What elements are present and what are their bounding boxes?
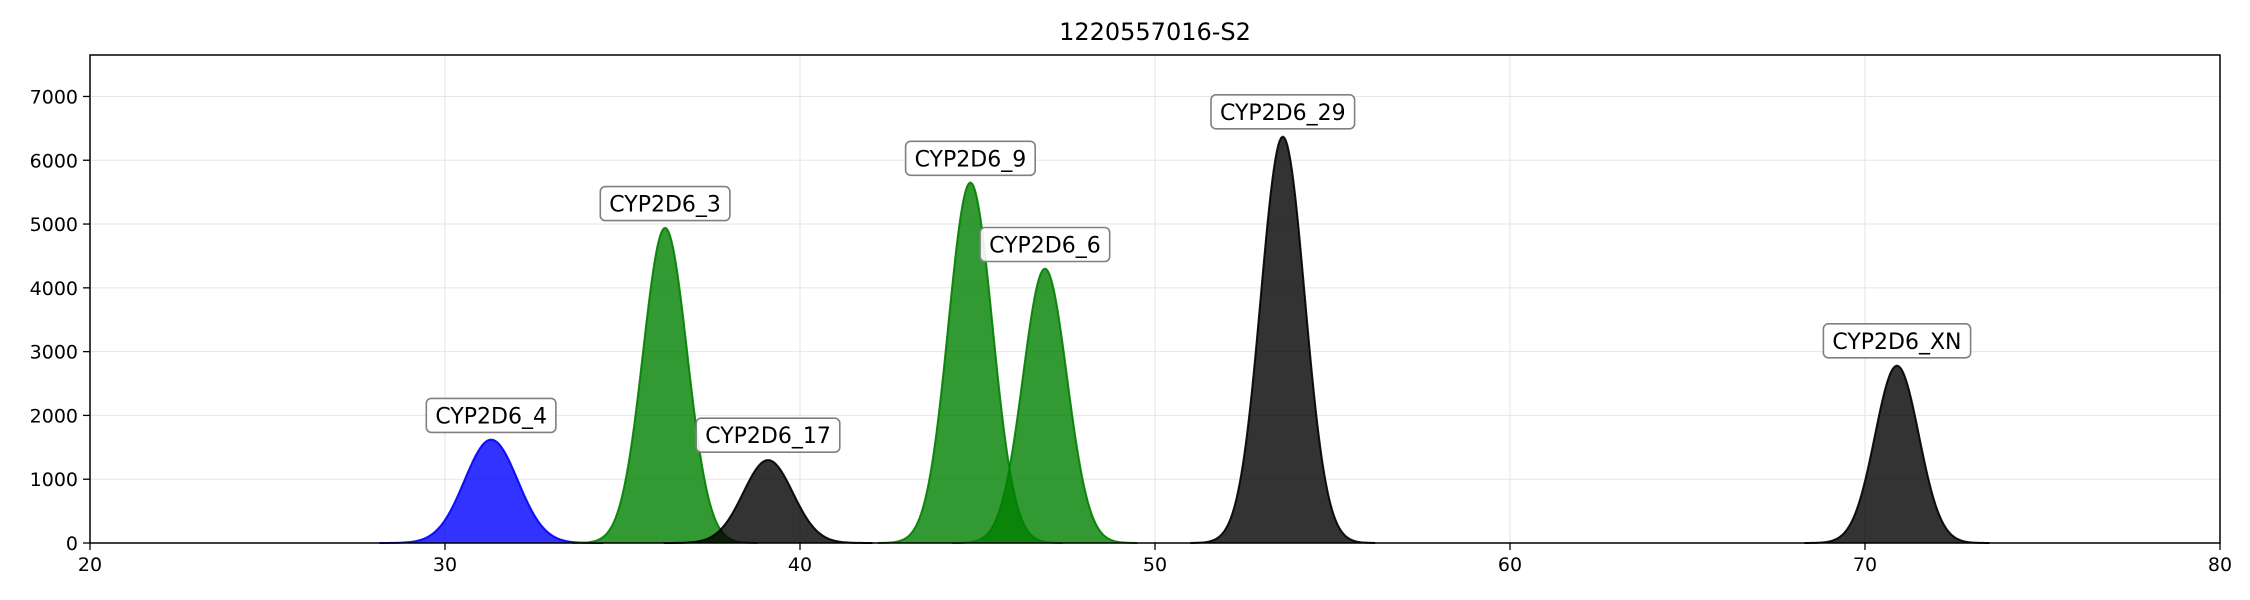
peak-label-frame: [425, 397, 557, 434]
peak-label-box: CYP2D6_XN: [1822, 322, 1972, 359]
peak-label: CYP2D6_4: [435, 404, 547, 429]
peak-label-frame: [1822, 322, 1972, 359]
peak-label-box: CYP2D6_6: [979, 226, 1111, 263]
peak-outline: [663, 459, 873, 544]
peak-label-frame: [979, 226, 1111, 263]
x-tick-label: 30: [433, 554, 457, 576]
peak-label: CYP2D6_9: [915, 147, 1027, 172]
y-tick-label: 5000: [30, 214, 78, 236]
peak-label-frame: [695, 417, 841, 454]
y-tick-label: 7000: [30, 86, 78, 108]
peak-outline: [1190, 135, 1376, 544]
peak-label: CYP2D6_29: [1220, 101, 1346, 126]
y-tick-label: 4000: [30, 278, 78, 300]
peak-area: [877, 182, 1063, 543]
peak-label-box: CYP2D6_4: [425, 397, 557, 434]
peak-label: CYP2D6_XN: [1832, 330, 1961, 355]
peak-label-frame: [599, 185, 731, 222]
y-tick-label: 1000: [30, 469, 78, 491]
peak-label-box: CYP2D6_29: [1210, 94, 1356, 130]
peak-area: [379, 439, 603, 543]
peak-label-frame: [904, 140, 1036, 177]
peak-outline: [1804, 364, 1990, 544]
peak-area: [663, 460, 873, 543]
peak-label: CYP2D6_3: [609, 193, 721, 218]
peak-label-frame: [1210, 94, 1356, 130]
peak-area: [1190, 136, 1376, 543]
peak-label-box: CYP2D6_17: [695, 417, 841, 454]
y-tick-label: 0: [66, 533, 78, 555]
tick-layer: 20 30 40 50 60 70 80 0 1000 2000 3000 4000 5000 6000 7…: [30, 86, 2232, 576]
peak-label-box: CYP2D6_3: [599, 185, 731, 222]
x-tick-label: 20: [78, 554, 102, 576]
x-tick-label: 50: [1143, 554, 1167, 576]
x-tick-label: 80: [2208, 554, 2232, 576]
peak-label-box: CYP2D6_9: [904, 140, 1036, 177]
x-tick-label: 70: [1853, 554, 1877, 576]
peak-area: [572, 227, 758, 543]
y-tick-label: 6000: [30, 150, 78, 172]
x-tick-label: 40: [788, 554, 812, 576]
x-tick-label: 60: [1498, 554, 1522, 576]
chart-title: 1220557016-S2: [1059, 18, 1251, 46]
peak-layer: [379, 135, 1990, 544]
peak-outline: [952, 267, 1138, 544]
label-layer: CYP2D6_4 CYP2D6_3 CYP2D6_17 CYP2D6_9 CYP2D6_…: [425, 94, 1972, 454]
y-tick-label: 2000: [30, 405, 78, 427]
peak-area: [1804, 365, 1990, 543]
peak-area: [952, 268, 1138, 543]
peak-outline: [379, 438, 603, 544]
peak-label: CYP2D6_17: [705, 424, 831, 449]
y-tick-label: 3000: [30, 342, 78, 364]
peak-label: CYP2D6_6: [989, 233, 1101, 258]
